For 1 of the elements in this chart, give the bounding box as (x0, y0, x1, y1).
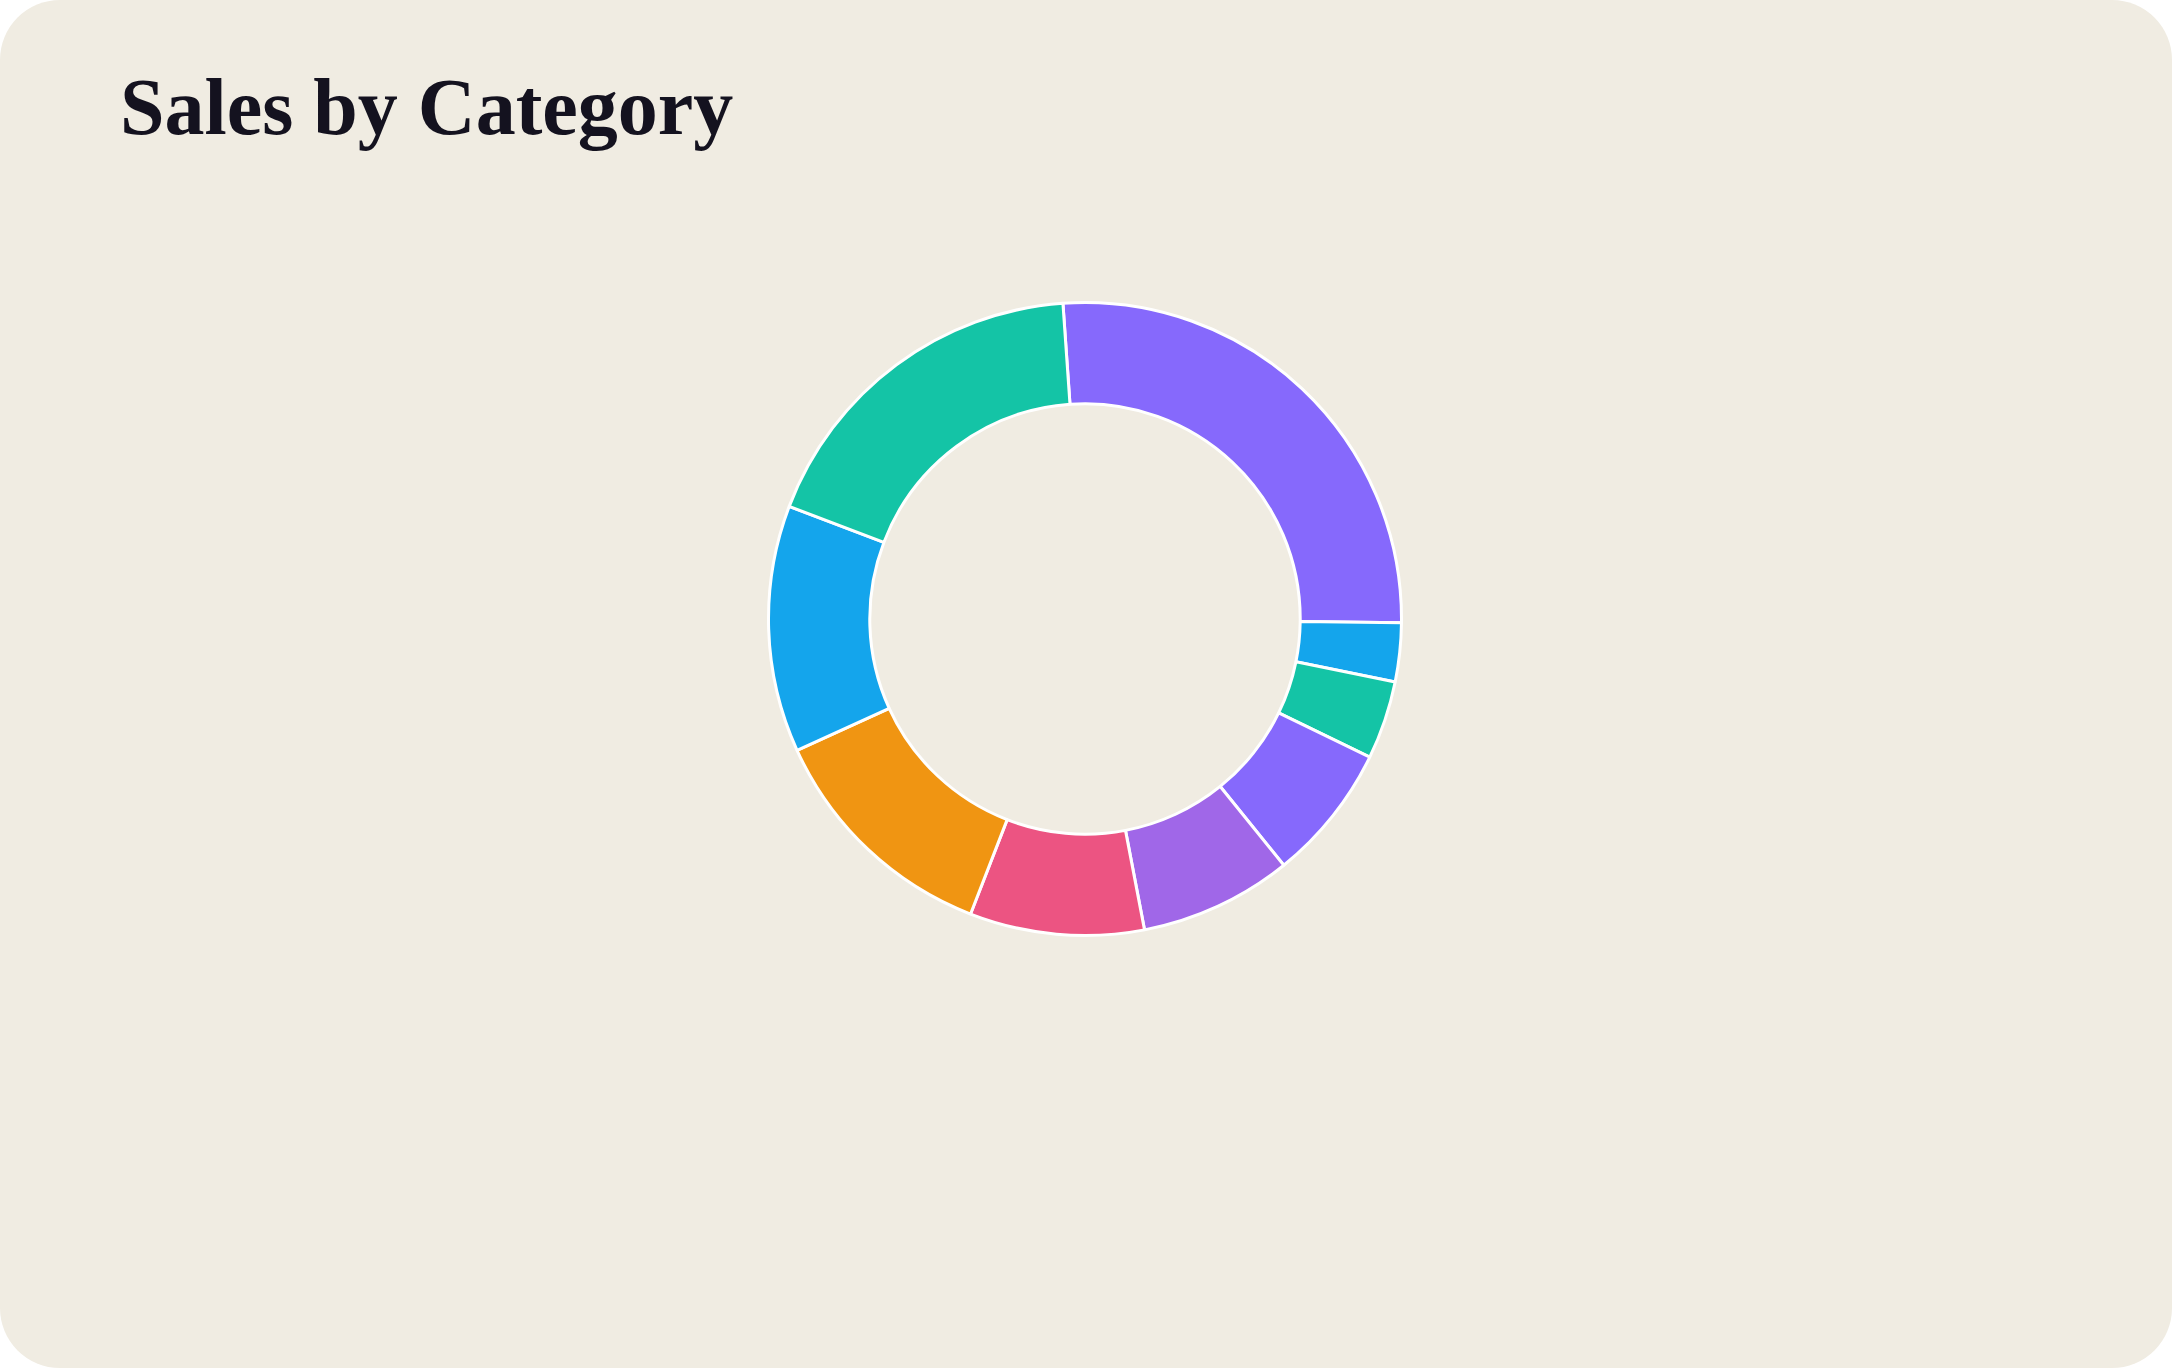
chart-title: Sales by Category (120, 62, 734, 153)
